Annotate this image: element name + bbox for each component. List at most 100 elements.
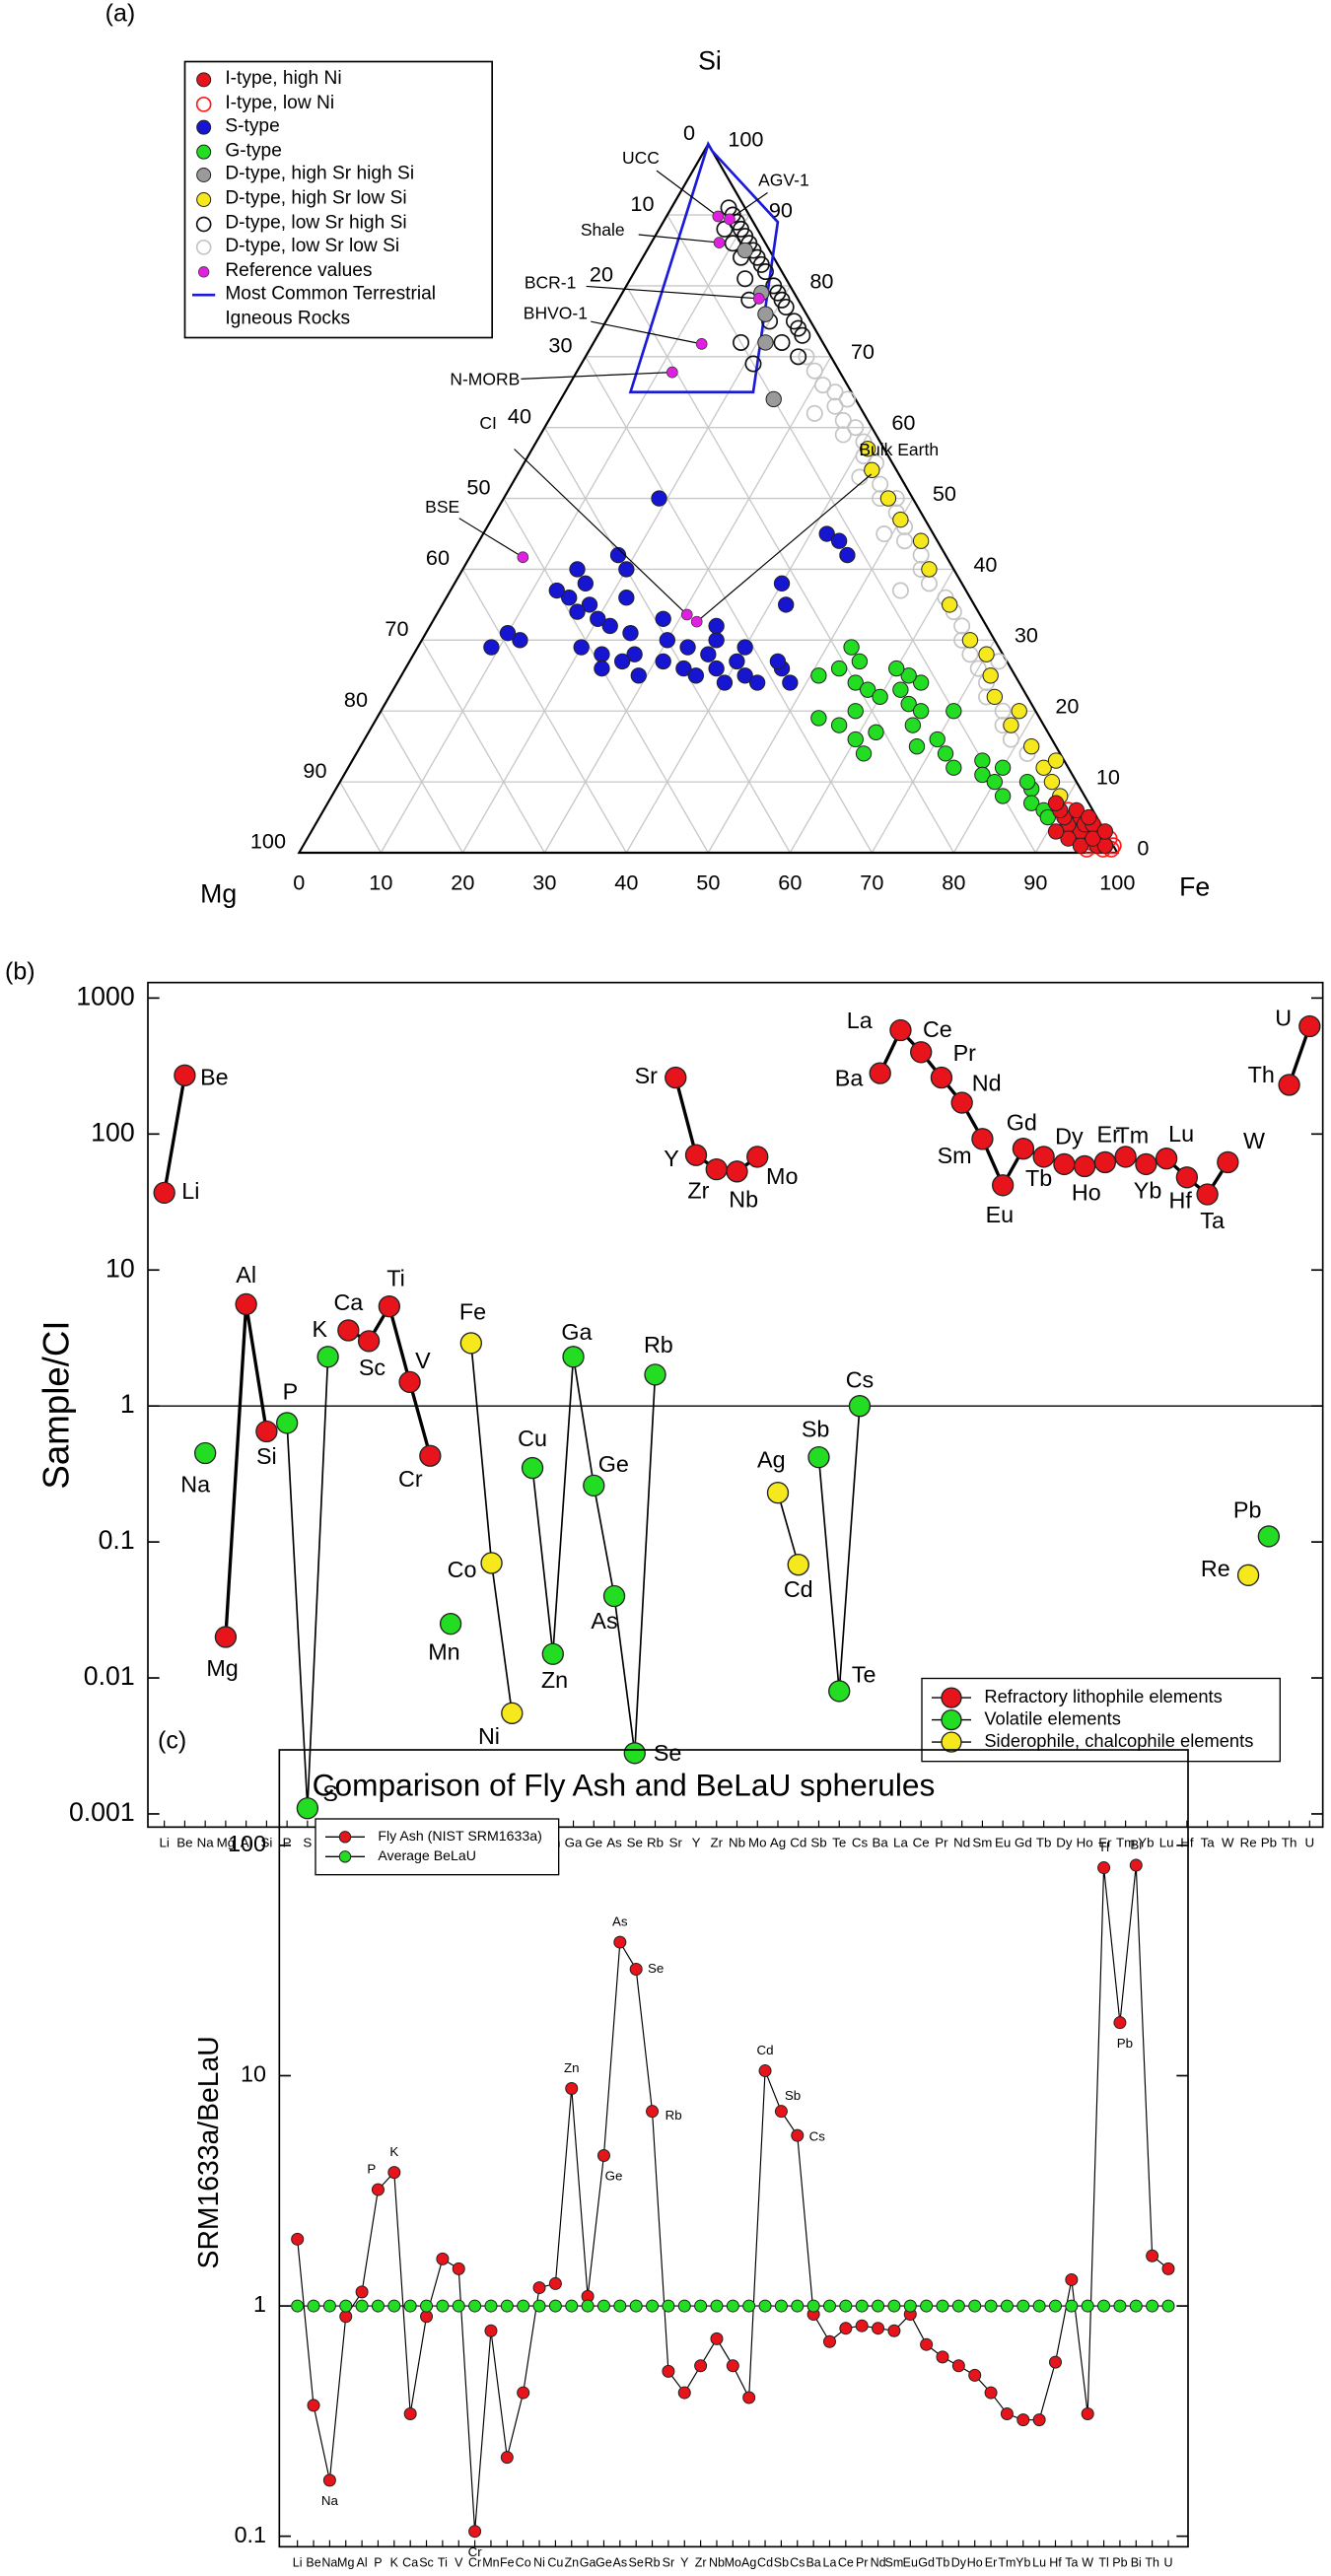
data-point [790, 348, 807, 366]
reference-label: CI [479, 413, 497, 433]
data-point [307, 2299, 320, 2313]
data-point [403, 2407, 417, 2421]
leader-line [458, 518, 524, 558]
data-point [807, 1445, 830, 1469]
x-tick-label: Nb [709, 2555, 725, 2569]
data-point [403, 2299, 417, 2313]
data-point [756, 263, 774, 281]
data-point [855, 2299, 869, 2313]
point-label: Ga [561, 1319, 592, 1345]
data-point [912, 674, 930, 691]
point-label: P [283, 1379, 299, 1405]
data-point [1129, 2299, 1143, 2313]
point-label: Yb [1134, 1177, 1162, 1203]
data-point [378, 1294, 401, 1318]
x-tick-label: Ba [873, 1836, 889, 1850]
data-point [521, 1456, 544, 1480]
point-label: Cu [518, 1426, 547, 1451]
data-point [651, 490, 667, 507]
bottom-tick-label: 100 [1099, 870, 1135, 894]
x-tick-label: Sr [663, 2555, 675, 2569]
reference-label: Bulk Earth [859, 440, 939, 459]
data-point [896, 532, 914, 550]
data-point [596, 2148, 610, 2162]
point-label: La [847, 1008, 873, 1033]
data-point [1257, 1525, 1281, 1548]
data-point [1146, 2249, 1159, 2263]
data-point [953, 617, 971, 635]
left-tick-label: 20 [590, 262, 613, 287]
data-point [936, 2299, 949, 2313]
legend-symbol [941, 1687, 962, 1708]
x-tick-label: Ni [533, 2555, 545, 2569]
data-point [910, 1041, 933, 1064]
x-tick-label: Ta [1065, 2555, 1078, 2569]
data-point [594, 646, 610, 662]
right-tick-label: 60 [891, 410, 915, 435]
x-tick-label: Cd [790, 1836, 806, 1850]
data-point [1023, 795, 1040, 811]
point-label: Mn [428, 1638, 459, 1664]
data-point [984, 2386, 998, 2400]
point-label: Y [664, 1146, 679, 1171]
data-point [581, 2299, 595, 2313]
data-point [1016, 2413, 1030, 2427]
data-point [501, 1702, 524, 1725]
reference-point [517, 551, 529, 564]
point-label: Ho [1072, 1179, 1101, 1205]
leader-line [696, 473, 873, 623]
data-point [1114, 1146, 1137, 1168]
data-point [791, 2128, 805, 2142]
data-point [684, 1144, 708, 1166]
data-point [662, 2364, 675, 2378]
x-tick-label: Nb [729, 1836, 745, 1850]
y-axis-title: SRM1633a/BeLaU [193, 2036, 225, 2268]
point-label: Cr [398, 1466, 423, 1492]
data-point [806, 2299, 820, 2313]
data-point [646, 2105, 660, 2119]
legend-entry: G-type [192, 139, 485, 163]
data-point [814, 377, 832, 394]
data-point [387, 2299, 401, 2313]
data-point [659, 632, 676, 649]
x-tick-label: Hf [1180, 1836, 1194, 1850]
x-tick-label: Na [321, 2555, 337, 2569]
legend-label: G-type [225, 140, 282, 161]
data-point [1039, 808, 1056, 826]
data-point [773, 575, 791, 592]
data-point [818, 525, 835, 542]
legend-symbol [338, 1831, 352, 1844]
data-point [942, 596, 958, 613]
data-point [541, 1642, 564, 1665]
legend-entry: Most Common Terrestrial Igneous Rocks [192, 283, 485, 331]
data-point [978, 646, 995, 662]
x-tick-label: Eu [903, 2555, 918, 2569]
legend-symbol [195, 240, 212, 255]
reference-label: N-MORB [450, 370, 520, 389]
data-point [984, 2299, 998, 2313]
data-point [806, 404, 823, 422]
data-point [773, 333, 791, 351]
x-tick-label: Ge [595, 2555, 612, 2569]
data-point [990, 653, 1008, 670]
legend-marker [195, 96, 212, 111]
left-tick-label: 80 [344, 687, 368, 712]
x-tick-label: Tl [1098, 2555, 1108, 2569]
x-tick-label: Sm [972, 1836, 992, 1850]
data-point [920, 2299, 934, 2313]
series-line [297, 1864, 1169, 2532]
x-tick-label: Mo [748, 1836, 767, 1850]
data-point [908, 738, 926, 755]
point-label: Cs [846, 1366, 875, 1392]
legend-entry: Reference values [192, 259, 485, 283]
data-point [618, 590, 635, 606]
data-point [912, 703, 930, 720]
left-tick-label: 0 [683, 120, 695, 145]
x-tick-label: Na [197, 1836, 215, 1850]
data-point [994, 759, 1012, 776]
x-tick-label: Ag [770, 1836, 786, 1850]
point-label: Hf [1169, 1187, 1193, 1213]
point-label: Cd [784, 1576, 813, 1602]
data-point [891, 582, 909, 599]
data-point [969, 660, 987, 677]
